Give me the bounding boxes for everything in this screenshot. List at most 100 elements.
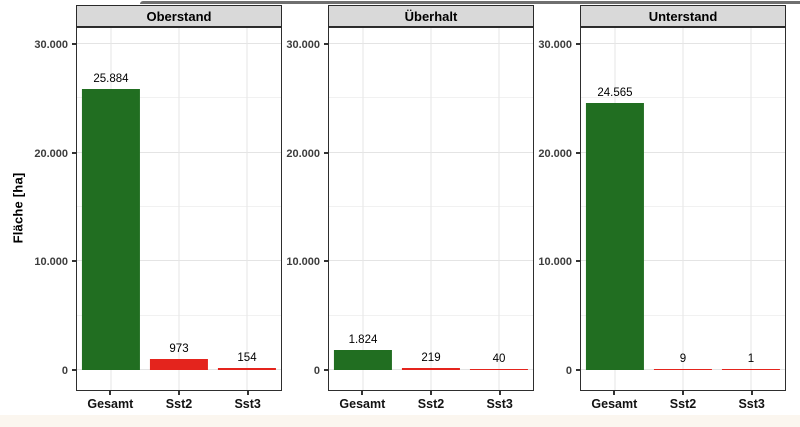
x-tick-mark <box>246 391 249 395</box>
vertical-gridline <box>682 28 684 390</box>
strip-spacer <box>534 5 580 27</box>
y-axis: 0 10.000 20.000 30.000 <box>30 27 76 391</box>
bar-value-label: 219 <box>421 351 441 364</box>
facet-strip-title: Überhalt <box>328 5 534 27</box>
x-category-label: Sst3 <box>486 397 513 411</box>
x-axis-spacer <box>534 391 580 415</box>
bar-value-label: 1.824 <box>348 334 378 347</box>
bar-gesamt <box>81 88 141 370</box>
x-axis-row: Gesamt Sst2 Sst3 <box>30 391 282 415</box>
facet-strip-title: Unterstand <box>580 5 786 27</box>
x-category-label: Gesamt <box>339 397 386 411</box>
bar-value-label: 40 <box>492 353 506 365</box>
facet-oberstand: Oberstand 0 10.000 20.000 30.000 25.884 973 1… <box>30 5 282 427</box>
y-tick-mark <box>72 369 76 371</box>
y-tick-label: 0 <box>61 365 68 377</box>
x-axis: Gesamt Sst2 Sst3 <box>328 391 534 415</box>
plot-row: 0 10.000 20.000 30.000 24.565 9 1 <box>534 27 786 391</box>
strip-row: Oberstand <box>30 5 282 27</box>
y-tick-label: 0 <box>313 365 320 377</box>
bar-sst3 <box>721 369 781 370</box>
y-tick-label: 10.000 <box>34 256 68 269</box>
strip-row: Unterstand <box>534 5 786 27</box>
y-tick-mark <box>324 43 328 45</box>
x-category-label: Sst3 <box>738 397 765 411</box>
x-category-label: Sst3 <box>234 397 261 411</box>
y-tick-label: 20.000 <box>286 147 320 160</box>
bar-value-label: 25.884 <box>93 72 129 85</box>
bar-value-label: 24.565 <box>597 87 633 100</box>
bar-sst2 <box>149 359 209 370</box>
strip-row: Überhalt <box>282 5 534 27</box>
x-axis-spacer <box>30 391 76 415</box>
y-tick-label: 20.000 <box>538 147 572 160</box>
y-tick-label: 20.000 <box>34 147 68 160</box>
vertical-gridline <box>430 28 432 390</box>
y-tick-mark <box>72 151 76 154</box>
panel: 25.884 973 154 <box>76 27 282 391</box>
x-axis: Gesamt Sst2 Sst3 <box>580 391 786 415</box>
x-axis-row: Gesamt Sst2 Sst3 <box>282 391 534 415</box>
plot-row: 0 10.000 20.000 30.000 1.824 219 40 <box>282 27 534 391</box>
x-tick-mark <box>430 391 432 395</box>
x-tick-mark <box>682 391 684 395</box>
x-tick-mark <box>178 391 180 395</box>
y-tick-label: 0 <box>565 365 572 377</box>
bottom-margin-band <box>0 415 800 427</box>
y-tick-mark <box>576 369 580 371</box>
x-axis: Gesamt Sst2 Sst3 <box>76 391 282 415</box>
x-axis-row: Gesamt Sst2 Sst3 <box>534 391 786 415</box>
y-tick-label: 30.000 <box>538 39 572 51</box>
x-tick-mark <box>498 391 501 395</box>
y-axis: 0 10.000 20.000 30.000 <box>282 27 328 391</box>
strip-spacer <box>30 5 76 27</box>
bar-sst2 <box>653 369 713 370</box>
y-tick-mark <box>72 43 76 45</box>
bar-sst2 <box>401 367 461 370</box>
vertical-gridline <box>246 28 248 390</box>
x-category-label: Sst2 <box>669 397 697 411</box>
y-tick-mark <box>576 151 580 154</box>
window-top-edge <box>140 1 800 4</box>
vertical-gridline <box>498 28 500 390</box>
y-tick-label: 30.000 <box>286 39 320 51</box>
x-category-label: Sst2 <box>417 397 445 411</box>
y-axis: 0 10.000 20.000 30.000 <box>534 27 580 391</box>
y-tick-mark <box>72 260 76 263</box>
bar-gesamt <box>585 103 645 370</box>
y-tick-mark <box>324 369 328 371</box>
plot-row: 0 10.000 20.000 30.000 25.884 973 154 <box>30 27 282 391</box>
y-tick-label: 30.000 <box>34 39 68 51</box>
y-tick-mark <box>324 260 328 263</box>
vertical-gridline <box>362 28 364 390</box>
y-axis-title-column: Fläche [ha] <box>6 5 30 427</box>
y-tick-mark <box>576 260 580 263</box>
x-category-label: Sst2 <box>165 397 193 411</box>
y-tick-label: 10.000 <box>286 256 320 269</box>
x-category-label: Gesamt <box>591 397 638 411</box>
vertical-gridline <box>178 28 180 390</box>
bar-value-label: 1 <box>747 353 755 365</box>
x-tick-mark <box>613 391 616 395</box>
bar-value-label: 9 <box>679 353 687 365</box>
bar-sst3 <box>469 369 529 370</box>
x-category-label: Gesamt <box>87 397 134 411</box>
x-tick-mark <box>750 391 753 395</box>
bar-sst3 <box>217 368 277 370</box>
facet-strip-title: Oberstand <box>76 5 282 27</box>
x-axis-spacer <box>282 391 328 415</box>
y-axis-title: Fläche [ha] <box>10 172 26 243</box>
panel: 1.824 219 40 <box>328 27 534 391</box>
vertical-gridline <box>750 28 752 390</box>
bar-gesamt <box>333 350 393 370</box>
bar-value-label: 973 <box>169 343 189 356</box>
bar-value-label: 154 <box>237 352 257 365</box>
x-tick-mark <box>361 391 364 395</box>
strip-spacer <box>282 5 328 27</box>
facet-unterstand: Unterstand 0 10.000 20.000 30.000 24.565 9 1 … <box>534 5 786 427</box>
facet-ueberhalt: Überhalt 0 10.000 20.000 30.000 1.824 219 40 … <box>282 5 534 427</box>
panel: 24.565 9 1 <box>580 27 786 391</box>
x-tick-mark <box>109 391 112 395</box>
facet-container: Oberstand 0 10.000 20.000 30.000 25.884 973 1… <box>30 5 786 427</box>
